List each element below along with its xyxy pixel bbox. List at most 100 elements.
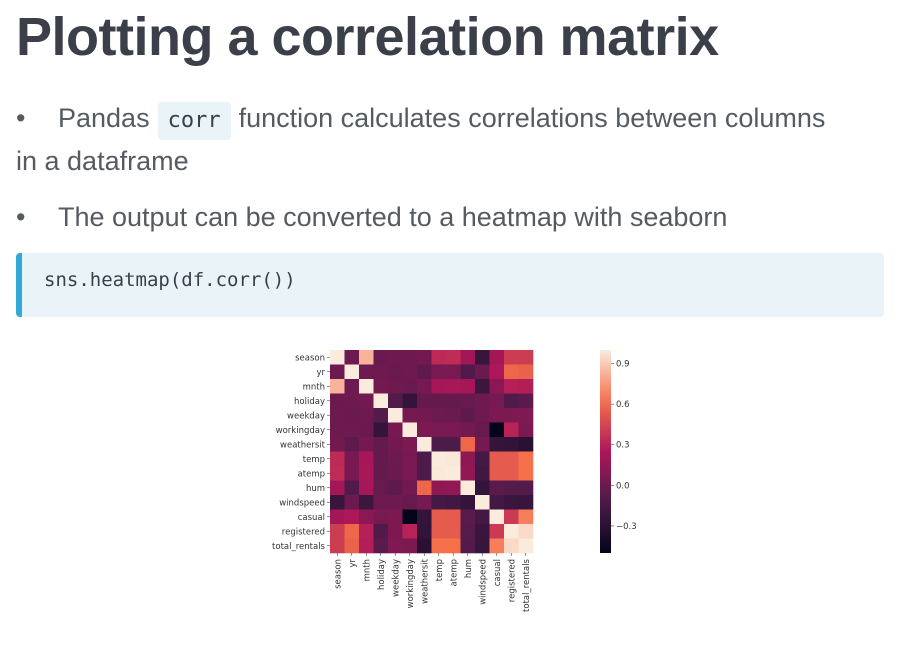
heatmap-cell-holiday-weekday [388,393,403,409]
heatmap-cell-temp-weekday [388,451,403,467]
heatmap-cell-casual-weathersit [417,509,432,525]
heatmap-cell-weekday-hum [460,408,476,423]
y-tick-label: mnth [303,382,325,392]
heatmap-cell-hum-weathersit [417,480,432,496]
heatmap-cell-season-weekday [388,350,403,365]
heatmap-cell-mnth-yr [344,379,360,394]
heatmap-cell-windspeed-weathersit [417,495,432,510]
heatmap-cell-total_rentals-weathersit [417,538,432,554]
heatmap-cell-workingday-weekday [388,422,403,438]
heatmap-cell-season-weathersit [417,350,432,365]
heatmap-cell-atemp-casual [489,466,505,481]
heatmap-cell-yr-workingday [402,364,418,380]
heatmap-cell-temp-temp [431,451,447,467]
heatmap-cell-holiday-windspeed [475,393,490,409]
heatmap-cell-yr-total_rentals [518,364,534,380]
heatmap-cell-casual-windspeed [475,509,490,525]
heatmap-cell-temp-windspeed [475,451,490,467]
heatmap-cell-hum-atemp [446,480,461,496]
x-tick-label: season [333,559,343,589]
heatmap-cell-windspeed-temp [431,495,447,510]
heatmap-cell-weathersit-registered [504,437,519,452]
heatmap-cell-mnth-windspeed [475,379,490,394]
heatmap-cell-yr-yr [344,364,360,380]
heatmap-cell-mnth-season [330,379,345,394]
heatmap-cell-weekday-windspeed [475,408,490,423]
x-tick-label: registered [507,559,517,602]
heatmap-cell-holiday-registered [504,393,519,409]
heatmap-cell-casual-holiday [373,509,389,525]
heatmap-cell-weekday-registered [504,408,519,423]
heatmap-cell-hum-weekday [388,480,403,496]
heatmap-cell-weathersit-total_rentals [518,437,534,452]
heatmap-cell-holiday-workingday [402,393,418,409]
heatmap-cell-atemp-atemp [446,466,461,481]
heatmap-cell-registered-total_rentals [518,524,534,539]
bullet-dot-icon: • [16,202,26,232]
colorbar-tick-label: 0.3 [616,441,630,451]
heatmap-cell-registered-registered [504,524,519,539]
heatmap-cell-windspeed-windspeed [475,495,490,510]
heatmap-cell-weekday-weekday [388,408,403,423]
heatmap-cell-season-atemp [446,350,461,365]
heatmap-cell-windspeed-holiday [373,495,389,510]
y-tick-label: registered [282,527,325,537]
heatmap-cell-hum-mnth [359,480,374,496]
y-tick-label: casual [298,513,325,523]
heatmap-cell-workingday-casual [489,422,505,438]
heatmap-cell-weekday-total_rentals [518,408,534,423]
heatmap-cell-season-temp [431,350,447,365]
heatmap-cell-registered-atemp [446,524,461,539]
heatmap-cell-total_rentals-total_rentals [518,538,534,554]
heatmap-cell-windspeed-season [330,495,345,510]
heatmap-cell-holiday-weathersit [417,393,432,409]
heatmap-cell-yr-weekday [388,364,403,380]
heatmap-cell-hum-workingday [402,480,418,496]
heatmap-cell-windspeed-workingday [402,495,418,510]
heatmap-cell-workingday-holiday [373,422,389,438]
heatmap-cell-yr-temp [431,364,447,380]
heatmap-cell-mnth-temp [431,379,447,394]
heatmap-cell-weekday-casual [489,408,505,423]
heatmap-cell-registered-windspeed [475,524,490,539]
heatmap-cell-windspeed-atemp [446,495,461,510]
inline-code-corr: corr [157,102,231,140]
bullet-dot-icon: • [16,103,26,133]
y-tick-label: windspeed [279,498,325,508]
y-tick-label: total_rentals [272,542,326,552]
heatmap-cell-weekday-mnth [359,408,374,423]
heatmap-cell-season-workingday [402,350,418,365]
heatmap-cell-hum-yr [344,480,360,496]
heatmap-cell-yr-registered [504,364,519,380]
y-tick-label: weathersit [280,440,326,450]
heatmap-cell-mnth-registered [504,379,519,394]
heatmap-cell-workingday-temp [431,422,447,438]
heatmap-cell-registered-season [330,524,345,539]
heatmap-cell-windspeed-total_rentals [518,495,534,510]
heatmap-cell-holiday-temp [431,393,447,409]
heatmap-cell-hum-holiday [373,480,389,496]
x-tick-label: holiday [377,559,387,590]
heatmap-cell-total_rentals-holiday [373,538,389,554]
heatmap-cell-workingday-registered [504,422,519,438]
heatmap-cell-weekday-temp [431,408,447,423]
heatmap-cell-weathersit-windspeed [475,437,490,452]
heatmap-cell-temp-hum [460,451,476,467]
y-tick-label: hum [306,484,325,494]
x-tick-label: temp [435,559,445,581]
slide-title: Plotting a correlation matrix [16,7,719,67]
heatmap-cell-weathersit-atemp [446,437,461,452]
heatmap-cell-atemp-hum [460,466,476,481]
heatmap-cell-total_rentals-season [330,538,345,554]
heatmap-cell-weekday-holiday [373,408,389,423]
heatmap-cell-casual-casual [489,509,505,525]
heatmap-cell-casual-workingday [402,509,418,525]
heatmap-cell-temp-season [330,451,345,467]
heatmap-cell-holiday-holiday [373,393,389,409]
heatmap-cell-casual-temp [431,509,447,525]
x-tick-label: weekday [391,559,401,597]
heatmap-cell-temp-mnth [359,451,374,467]
heatmap-cell-registered-holiday [373,524,389,539]
heatmap-cell-casual-mnth [359,509,374,525]
bullet-1-text-wrap: in a dataframe [16,146,189,176]
